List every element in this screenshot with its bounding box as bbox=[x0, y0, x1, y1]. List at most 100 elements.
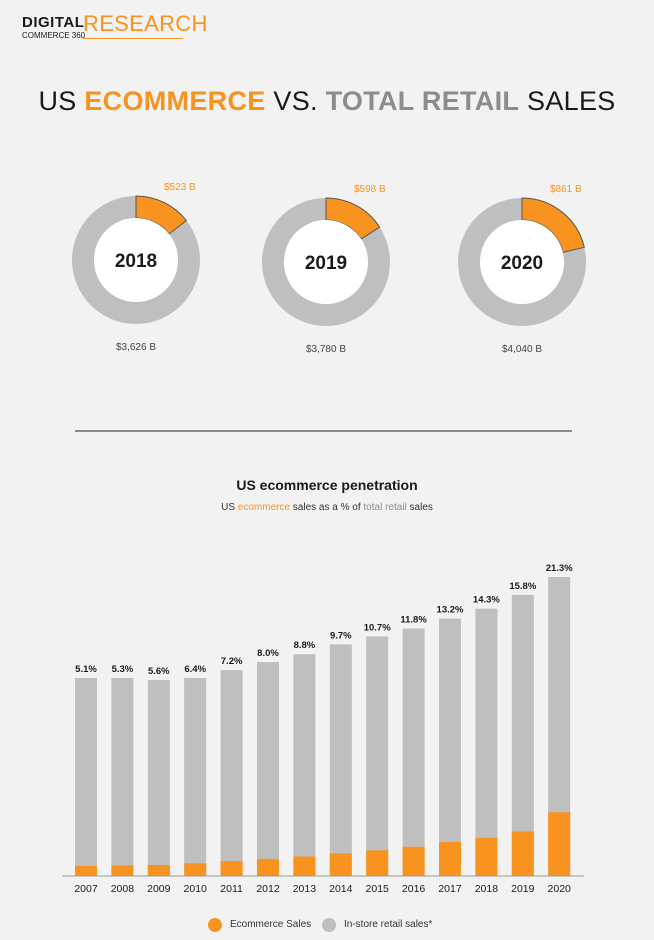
bar-ecommerce bbox=[147, 865, 170, 876]
bar-percent-label: 11.8% bbox=[400, 615, 427, 626]
bar-percent-label: 8.0% bbox=[257, 648, 279, 659]
x-tick-label: 2016 bbox=[402, 883, 426, 895]
donut-year-label: 2019 bbox=[305, 253, 347, 274]
bar-percent-label: 14.3% bbox=[473, 595, 500, 606]
caption-total-retail: total retail bbox=[363, 502, 407, 513]
bar-instore bbox=[475, 608, 498, 876]
logo-digital-text: DIGITAL bbox=[22, 14, 85, 31]
brand-logo: DIGITAL COMMERCE 360 RESEARCH bbox=[22, 11, 207, 42]
x-tick-label: 2010 bbox=[184, 883, 208, 895]
bar-percent-label: 8.8% bbox=[294, 640, 316, 651]
donut-year-label: 2020 bbox=[501, 253, 543, 274]
x-tick-label: 2013 bbox=[293, 883, 317, 895]
donut-total-value: $3,780 B bbox=[306, 344, 346, 355]
bar-percent-label: 10.7% bbox=[364, 622, 391, 633]
donut-total-value: $3,626 B bbox=[116, 342, 156, 353]
bar-group-2020: 21.3% 2020 bbox=[546, 563, 573, 895]
bar-group-2018: 14.3% 2018 bbox=[473, 595, 500, 895]
bar-percent-label: 5.1% bbox=[75, 664, 97, 675]
legend-ecommerce-label: Ecommerce Sales bbox=[230, 919, 312, 930]
donut-ecommerce-value: $523 B bbox=[164, 182, 196, 193]
donut-hole bbox=[480, 220, 564, 304]
x-tick-label: 2020 bbox=[548, 883, 572, 895]
bar-ecommerce bbox=[548, 812, 571, 876]
donut-2020: 2020 $861 B $4,040 B bbox=[458, 184, 586, 355]
penetration-bar-chart: 5.1% 2007 5.3% 2008 5.6% 2009 6.4% 2010 7.2% 2011… bbox=[62, 563, 584, 895]
x-tick-label: 2008 bbox=[111, 883, 135, 895]
bar-ecommerce bbox=[75, 865, 97, 876]
bar-group-2011: 7.2% 2011 bbox=[220, 656, 243, 895]
bar-ecommerce bbox=[184, 863, 207, 876]
bar-instore bbox=[147, 679, 170, 876]
bar-group-2010: 6.4% 2010 bbox=[184, 664, 208, 895]
bar-instore bbox=[257, 662, 279, 876]
x-tick-label: 2012 bbox=[256, 883, 280, 895]
donut-hole bbox=[94, 218, 178, 302]
section-divider bbox=[75, 430, 572, 432]
bar-instore bbox=[111, 678, 134, 876]
bar-instore bbox=[511, 594, 534, 876]
bar-group-2017: 13.2% 2017 bbox=[437, 605, 464, 895]
bar-instore bbox=[293, 654, 316, 876]
bar-percent-label: 15.8% bbox=[509, 581, 536, 592]
bar-ecommerce bbox=[475, 837, 498, 876]
donut-2018: 2018 $523 B $3,626 B bbox=[72, 182, 200, 353]
chart-legend: Ecommerce Sales In-store retail sales* bbox=[0, 916, 654, 934]
bar-group-2008: 5.3% 2008 bbox=[111, 664, 135, 895]
legend-ecommerce-swatch bbox=[208, 918, 222, 932]
bar-instore bbox=[402, 628, 425, 876]
bar-percent-label: 13.2% bbox=[437, 605, 464, 616]
penetration-chart-title: US ecommerce penetration bbox=[236, 477, 418, 493]
bar-instore bbox=[439, 618, 461, 876]
page-title: US ECOMMERCE VS. TOTAL RETAIL SALES bbox=[0, 86, 654, 117]
x-tick-label: 2019 bbox=[511, 883, 535, 895]
donut-charts: 2018 $523 B $3,626 B 2019 $598 B $3,780 B 2020… bbox=[72, 182, 586, 355]
logo-commerce-text: COMMERCE 360 bbox=[22, 31, 86, 40]
bar-ecommerce bbox=[293, 856, 316, 876]
bar-percent-label: 21.3% bbox=[546, 563, 573, 574]
x-tick-label: 2007 bbox=[74, 883, 98, 895]
bar-group-2014: 9.7% 2014 bbox=[329, 630, 353, 895]
x-tick-label: 2017 bbox=[438, 883, 462, 895]
bar-percent-label: 5.3% bbox=[112, 664, 134, 675]
bar-instore bbox=[220, 670, 243, 876]
bar-ecommerce bbox=[111, 865, 134, 876]
bar-percent-label: 7.2% bbox=[221, 656, 243, 667]
bar-ecommerce bbox=[220, 861, 243, 876]
bar-percent-label: 9.7% bbox=[330, 630, 352, 641]
penetration-chart-caption: US ecommerce sales as a % of total retai… bbox=[0, 502, 654, 513]
bar-group-2015: 10.7% 2015 bbox=[364, 622, 391, 895]
x-tick-label: 2015 bbox=[366, 883, 390, 895]
caption-post: sales bbox=[406, 502, 433, 513]
bar-instore bbox=[548, 577, 571, 876]
logo-research-text: RESEARCH bbox=[83, 11, 208, 36]
bar-ecommerce bbox=[511, 831, 534, 876]
donut-total-value: $4,040 B bbox=[502, 344, 542, 355]
bar-instore bbox=[75, 678, 97, 876]
title-part-sales: SALES bbox=[519, 86, 616, 116]
x-tick-label: 2011 bbox=[220, 883, 243, 895]
donut-2019: 2019 $598 B $3,780 B bbox=[262, 184, 390, 355]
bar-ecommerce bbox=[329, 853, 352, 876]
x-tick-label: 2014 bbox=[329, 883, 353, 895]
logo-underline bbox=[83, 38, 183, 39]
legend-instore-label: In-store retail sales* bbox=[344, 919, 433, 930]
bar-ecommerce bbox=[402, 846, 425, 876]
bar-group-2019: 15.8% 2019 bbox=[509, 581, 536, 895]
donut-ecommerce-value: $598 B bbox=[354, 184, 386, 195]
caption-ecommerce: ecommerce bbox=[237, 502, 291, 513]
donut-ecommerce-value: $861 B bbox=[550, 184, 582, 195]
title-part-total-retail: TOTAL RETAIL bbox=[325, 86, 520, 116]
bar-ecommerce bbox=[366, 850, 389, 876]
title-part-vs: VS. bbox=[265, 86, 326, 116]
bar-percent-label: 6.4% bbox=[184, 664, 206, 675]
bar-instore bbox=[184, 678, 207, 876]
title-part-us: US bbox=[38, 86, 85, 116]
bar-ecommerce bbox=[257, 858, 279, 876]
bar-percent-label: 5.6% bbox=[148, 666, 170, 677]
caption-mid: sales as a % of bbox=[290, 502, 364, 513]
bar-group-2012: 8.0% 2012 bbox=[256, 648, 280, 895]
caption-pre: US bbox=[221, 502, 238, 513]
title-part-ecommerce: ECOMMERCE bbox=[84, 86, 266, 116]
x-tick-label: 2009 bbox=[147, 883, 171, 895]
